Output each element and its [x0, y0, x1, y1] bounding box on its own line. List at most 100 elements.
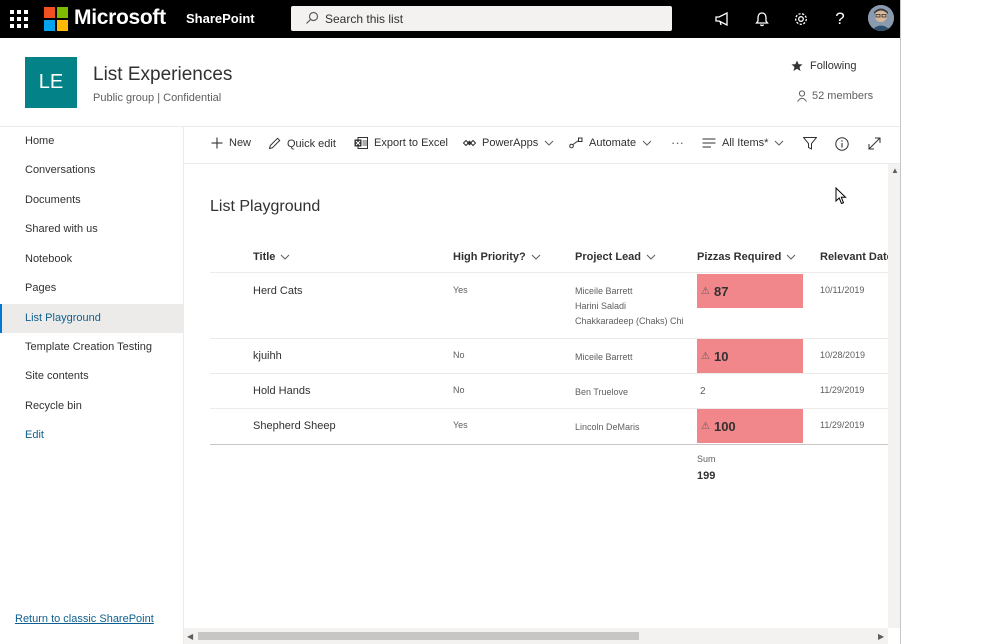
waffle-icon[interactable] [8, 8, 28, 28]
row-4-pizzas-value: 100 [713, 418, 736, 434]
automate-label: Automate [589, 137, 637, 149]
row-3-title[interactable]: Hold Hands [253, 385, 311, 397]
site-header: LE List Experiences Public group | Confi… [0, 38, 900, 127]
lead-name[interactable]: Chakkaradeep (Chaks) Chi [575, 316, 684, 326]
lead-name[interactable]: Harini Saladi [575, 301, 627, 311]
nav-item-pages[interactable]: Pages [25, 282, 57, 294]
scroll-up-icon[interactable]: ▲ [891, 166, 899, 175]
person-icon [797, 90, 807, 102]
search-input[interactable] [325, 9, 655, 28]
app-name[interactable]: SharePoint [186, 11, 255, 26]
members-button[interactable]: 52 members [796, 90, 873, 102]
search-icon [306, 11, 319, 24]
chevron-down-icon [531, 254, 541, 260]
excel-icon [354, 137, 368, 149]
nav-item-documents[interactable]: Documents [25, 194, 81, 206]
new-button[interactable]: New [211, 137, 251, 149]
scroll-left-icon[interactable]: ◀ [187, 632, 194, 641]
pencil-icon [268, 137, 281, 150]
bell-icon[interactable] [751, 8, 773, 30]
row-4-title[interactable]: Shepherd Sheep [253, 420, 336, 432]
sharepoint-window: Microsoft SharePoint ? [0, 0, 901, 644]
chevron-down-icon [787, 254, 796, 260]
nav-edit-link[interactable]: Edit [25, 429, 44, 441]
chevron-down-icon [544, 140, 554, 146]
row-2-priority: No [453, 350, 465, 360]
row-2-title[interactable]: kjuihh [253, 350, 282, 362]
powerapps-button[interactable]: PowerApps [463, 137, 554, 149]
site-subtitle: Public group | Confidential [93, 92, 222, 104]
new-label: New [229, 137, 252, 149]
column-header-high-priority[interactable]: High Priority? [453, 241, 541, 273]
row-2-project-lead: Miceile Barrett [575, 350, 633, 365]
column-header-project-lead[interactable]: Project Lead [575, 241, 656, 273]
following-button[interactable]: Following [791, 60, 856, 72]
export-excel-button[interactable]: Export to Excel [354, 137, 448, 149]
automate-button[interactable]: Automate [569, 137, 652, 149]
nav-item-template-creation-testing[interactable]: Template Creation Testing [25, 341, 152, 353]
mouse-cursor-icon [835, 187, 847, 205]
view-selector[interactable]: All Items* [702, 137, 784, 149]
nav-item-recycle-bin[interactable]: Recycle bin [25, 400, 82, 412]
column-header-pizzas-required[interactable]: Pizzas Required [697, 241, 796, 273]
more-options-button[interactable]: ··· [671, 135, 684, 150]
horizontal-scrollbar[interactable]: ◀ ▶ [184, 628, 888, 644]
row-2-pizzas-value: 10 [713, 348, 729, 364]
chevron-down-icon [646, 254, 656, 260]
quick-edit-label: Quick edit [287, 137, 336, 150]
powerapps-icon [463, 139, 476, 147]
search-box[interactable] [291, 6, 672, 31]
gear-icon[interactable] [790, 8, 812, 30]
lead-name[interactable]: Miceile Barrett [575, 286, 633, 296]
row-2-pizzas-cell: ⚠ 10 [697, 339, 803, 373]
lead-name[interactable]: Miceile Barrett [575, 352, 633, 362]
filter-icon[interactable] [803, 137, 817, 150]
row-3-priority: No [453, 385, 465, 395]
lead-name[interactable]: Ben Truelove [575, 387, 629, 397]
site-logo[interactable]: LE [25, 57, 77, 108]
chevron-down-icon [642, 140, 652, 146]
help-icon[interactable]: ? [835, 9, 845, 28]
warning-icon: ⚠ [701, 350, 710, 362]
row-4-pizzas-cell: ⚠ 100 [697, 409, 803, 443]
suite-bar: Microsoft SharePoint ? [0, 0, 900, 38]
warning-icon: ⚠ [701, 420, 710, 432]
brand-name[interactable]: Microsoft [74, 6, 166, 29]
star-icon [791, 60, 803, 71]
following-label: Following [810, 60, 857, 72]
expand-icon[interactable] [868, 137, 881, 150]
microsoft-logo-icon[interactable] [44, 7, 68, 31]
avatar[interactable] [868, 5, 894, 31]
sum-value: 199 [697, 470, 716, 482]
row-2-date: 10/28/2019 [820, 350, 866, 360]
row-1-priority: Yes [453, 285, 468, 295]
warning-icon: ⚠ [701, 285, 710, 297]
horizontal-scroll-thumb[interactable] [198, 632, 639, 640]
view-label: All Items* [722, 137, 769, 149]
column-header-title[interactable]: Title [253, 241, 290, 273]
quick-edit-button[interactable]: Quick edit [268, 137, 336, 150]
nav-item-shared-with-us[interactable]: Shared with us [25, 223, 98, 235]
row-3-pizzas-value: 2 [700, 386, 706, 397]
plus-icon [211, 137, 223, 149]
scroll-right-icon[interactable]: ▶ [878, 632, 885, 641]
nav-item-list-playground[interactable]: List Playground [0, 304, 184, 333]
row-1-title[interactable]: Herd Cats [253, 285, 303, 297]
row-divider [210, 408, 888, 409]
column-header-relevant-date[interactable]: Relevant Date [820, 251, 888, 263]
row-4-priority: Yes [453, 420, 468, 430]
header-divider [210, 272, 888, 273]
site-title[interactable]: List Experiences [93, 64, 233, 85]
nav-item-notebook[interactable]: Notebook [25, 253, 73, 265]
lead-name[interactable]: Lincoln DeMaris [575, 422, 640, 432]
nav-item-home[interactable]: Home [25, 135, 55, 147]
info-icon[interactable] [835, 137, 849, 151]
vertical-scrollbar[interactable]: ▲ [888, 164, 900, 628]
row-1-project-lead: Miceile Barrett Harini Saladi Chakkarade… [575, 284, 684, 329]
return-to-classic-link[interactable]: Return to classic SharePoint [15, 613, 154, 625]
chevron-down-icon [281, 254, 290, 260]
list-content: List Playground Title High Priority? Pro… [184, 164, 888, 628]
nav-item-conversations[interactable]: Conversations [25, 164, 96, 176]
megaphone-icon[interactable] [712, 8, 734, 30]
nav-item-site-contents[interactable]: Site contents [25, 370, 89, 382]
